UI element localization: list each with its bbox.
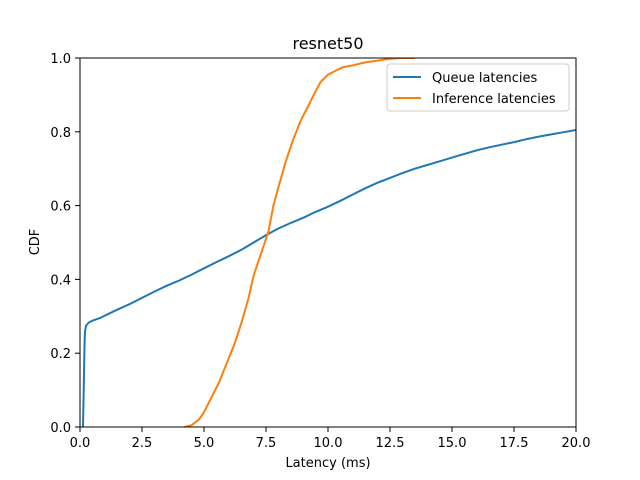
y-tick-label: 0.6 bbox=[50, 200, 71, 215]
legend: Queue latencies Inference latencies bbox=[386, 63, 570, 112]
legend-label-1: Queue latencies bbox=[432, 71, 538, 86]
series-line-1 bbox=[82, 129, 576, 427]
y-axis-label: CDF bbox=[28, 229, 43, 256]
x-tick-label: 12.5 bbox=[376, 436, 405, 451]
x-tick-label: 0.0 bbox=[70, 436, 91, 451]
x-tick-label: 2.5 bbox=[132, 436, 153, 451]
x-tick-label: 10.0 bbox=[314, 436, 343, 451]
x-axis-label: Latency (ms) bbox=[285, 456, 370, 471]
legend-box bbox=[386, 63, 570, 112]
y-tick-label: 0.0 bbox=[50, 421, 71, 436]
chart-title: resnet50 bbox=[292, 34, 363, 53]
y-tick-label: 0.4 bbox=[50, 273, 71, 288]
x-tick-label: 17.5 bbox=[500, 436, 529, 451]
x-axis-ticks: 0.0 2.5 5.0 7.5 10.0 12.5 15.0 17.5 20.0 bbox=[70, 427, 591, 451]
x-tick-label: 20.0 bbox=[562, 436, 591, 451]
y-tick-label: 0.8 bbox=[50, 126, 71, 141]
series-line-2 bbox=[183, 58, 415, 427]
x-tick-label: 7.5 bbox=[256, 436, 277, 451]
x-tick-label: 5.0 bbox=[194, 436, 215, 451]
y-axis-ticks: 0.0 0.2 0.4 0.6 0.8 1.0 bbox=[50, 52, 80, 436]
y-tick-label: 0.2 bbox=[50, 347, 71, 362]
y-tick-label: 1.0 bbox=[50, 52, 71, 67]
x-tick-label: 15.0 bbox=[438, 436, 467, 451]
legend-label-2: Inference latencies bbox=[432, 92, 556, 107]
